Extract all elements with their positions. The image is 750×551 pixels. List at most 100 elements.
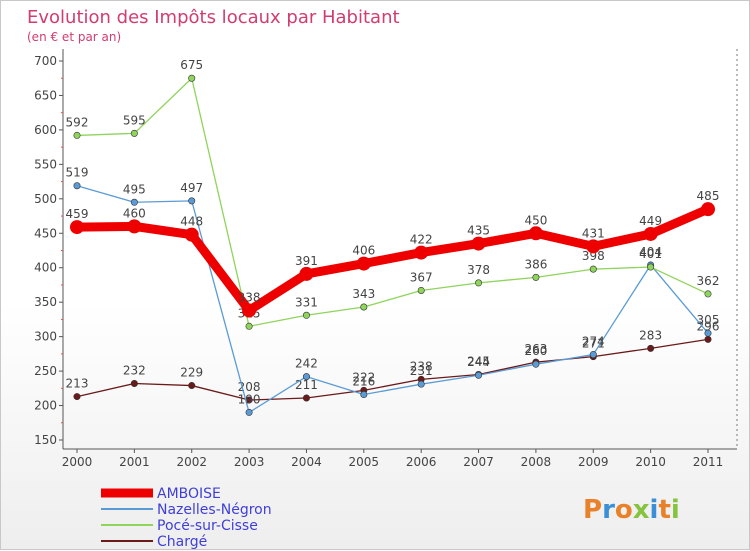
data-label-charg-: 232	[123, 363, 146, 377]
data-point-charg-	[704, 335, 712, 343]
chart-title: Evolution des Impôts locaux par Habitant	[27, 7, 400, 28]
data-label-charg-: 263	[524, 342, 547, 356]
data-point-amboise	[701, 202, 715, 217]
series-line-amboise	[76, 205, 710, 315]
data-label-charg-: 229	[180, 366, 203, 380]
data-point-amboise	[414, 245, 429, 260]
legend-label-amboise: AMBOISE	[157, 486, 221, 502]
data-point-poc-sur-cisse	[302, 311, 310, 319]
data-label-nazelles-n-gron: 231	[410, 364, 433, 378]
data-label-amboise: 449	[639, 214, 662, 228]
data-label-poc-sur-cisse: 595	[123, 113, 146, 127]
data-point-nazelles-n-gron	[475, 371, 483, 379]
x-tick-label: 2003	[234, 455, 265, 469]
y-tick-label: 450	[34, 226, 57, 240]
data-label-amboise: 459	[66, 207, 89, 221]
data-point-nazelles-n-gron	[589, 351, 597, 359]
brand-logo: Proxiti	[583, 495, 680, 525]
data-label-amboise: 406	[352, 244, 375, 258]
data-label-nazelles-n-gron: 260	[524, 344, 547, 358]
legend-label-poc-sur-cisse: Pocé-sur-Cisse	[157, 518, 258, 534]
legend-label-charg-: Chargé	[157, 534, 207, 550]
data-point-amboise	[586, 239, 601, 254]
y-tick-label: 650	[34, 88, 57, 102]
data-point-charg-	[73, 393, 81, 401]
data-point-charg-	[647, 344, 655, 352]
x-tick-label: 2001	[119, 455, 150, 469]
y-tick-label: 200	[34, 399, 57, 413]
data-label-nazelles-n-gron: 190	[238, 392, 261, 406]
data-point-amboise	[528, 226, 543, 241]
data-point-poc-sur-cisse	[130, 129, 138, 137]
x-tick-label: 2006	[406, 455, 437, 469]
data-label-amboise: 338	[238, 290, 261, 304]
data-label-poc-sur-cisse: 362	[697, 274, 720, 288]
data-label-poc-sur-cisse: 378	[467, 263, 490, 277]
series-line-charg-	[76, 338, 709, 401]
data-point-nazelles-n-gron	[73, 182, 81, 190]
data-point-poc-sur-cisse	[589, 265, 597, 273]
data-point-amboise	[356, 256, 371, 271]
x-tick-label: 2011	[693, 455, 724, 469]
data-point-nazelles-n-gron	[245, 408, 253, 416]
data-label-charg-: 213	[66, 377, 89, 391]
data-label-charg-: 296	[697, 319, 720, 333]
data-point-poc-sur-cisse	[704, 290, 712, 298]
data-label-amboise: 485	[697, 189, 720, 203]
series-line-poc-sur-cisse	[76, 77, 709, 327]
data-label-charg-: 238	[410, 359, 433, 373]
data-point-poc-sur-cisse	[532, 273, 540, 281]
data-point-nazelles-n-gron	[360, 391, 368, 399]
x-tick-label: 2007	[463, 455, 494, 469]
data-point-nazelles-n-gron	[704, 329, 712, 337]
legend-label-nazelles-n-gron: Nazelles-Négron	[157, 502, 272, 518]
data-point-amboise	[643, 226, 658, 241]
x-tick-label: 2008	[521, 455, 552, 469]
data-point-nazelles-n-gron	[188, 197, 196, 205]
data-label-charg-: 245	[467, 355, 490, 369]
data-point-amboise	[127, 219, 142, 234]
data-label-poc-sur-cisse: 367	[410, 270, 433, 284]
chart-subtitle: (en € et par an)	[27, 30, 121, 44]
x-tick-label: 2005	[349, 455, 380, 469]
data-point-poc-sur-cisse	[188, 74, 196, 82]
x-tick-label: 2000	[62, 455, 93, 469]
x-tick-label: 2009	[578, 455, 609, 469]
data-label-amboise: 435	[467, 224, 490, 238]
data-label-amboise: 391	[295, 254, 318, 268]
data-label-charg-: 222	[352, 370, 375, 384]
data-point-poc-sur-cisse	[475, 279, 483, 287]
y-tick-label: 400	[34, 261, 57, 275]
data-point-amboise	[242, 303, 257, 318]
data-point-charg-	[302, 394, 310, 402]
y-tick-label: 700	[34, 54, 57, 68]
data-label-nazelles-n-gron: 404	[639, 245, 662, 259]
x-tick-label: 2002	[176, 455, 207, 469]
x-tick-label: 2010	[635, 455, 666, 469]
data-point-charg-	[188, 382, 196, 390]
data-label-poc-sur-cisse: 398	[582, 249, 605, 263]
data-label-nazelles-n-gron: 495	[123, 182, 146, 196]
data-label-amboise: 431	[582, 226, 605, 240]
data-point-poc-sur-cisse	[245, 322, 253, 330]
y-tick-label: 550	[34, 157, 57, 171]
data-label-poc-sur-cisse: 401	[639, 247, 662, 261]
data-label-poc-sur-cisse: 343	[352, 287, 375, 301]
data-point-amboise	[70, 220, 84, 235]
data-label-amboise: 422	[410, 233, 433, 247]
data-point-nazelles-n-gron	[130, 198, 138, 206]
data-point-nazelles-n-gron	[302, 373, 310, 381]
data-label-nazelles-n-gron: 244	[467, 355, 490, 369]
y-tick-label: 500	[34, 192, 57, 206]
data-label-poc-sur-cisse: 386	[524, 257, 547, 271]
data-point-nazelles-n-gron	[532, 360, 540, 368]
y-tick-label: 350	[34, 295, 57, 309]
y-tick-label: 300	[34, 330, 57, 344]
data-label-nazelles-n-gron: 305	[697, 313, 720, 327]
x-tick-label: 2004	[291, 455, 322, 469]
data-label-nazelles-n-gron: 242	[295, 357, 318, 371]
data-point-nazelles-n-gron	[417, 380, 425, 388]
data-label-nazelles-n-gron: 519	[66, 166, 89, 180]
